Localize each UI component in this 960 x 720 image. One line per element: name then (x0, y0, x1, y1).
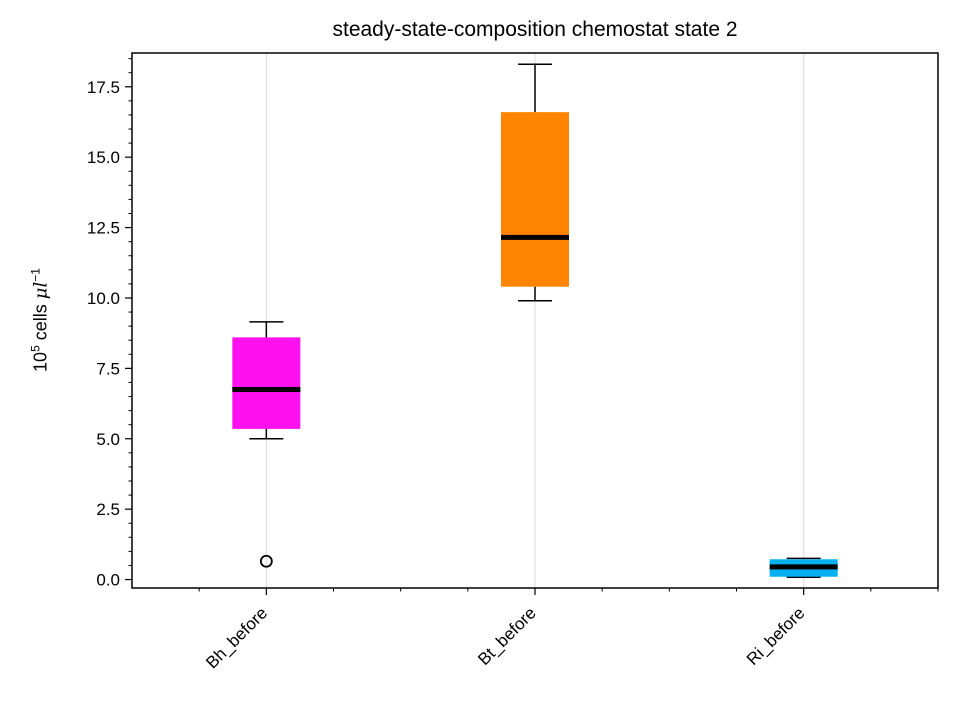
box-body (501, 112, 569, 287)
boxes (232, 63, 838, 579)
box-body (232, 337, 301, 429)
box-Ri_before (769, 557, 838, 579)
box-Bt_before (501, 63, 569, 302)
outlier-point (259, 554, 273, 568)
y-tick-label: 12.5 (87, 219, 120, 238)
y-tick-label: 15.0 (87, 148, 120, 167)
ylabel-unit-text: cells (30, 304, 51, 341)
ylabel-exponent: 5 (28, 345, 43, 352)
x-tick-label: Ri_before (743, 603, 809, 669)
chart-title: steady-state-composition chemostat state… (332, 18, 738, 41)
y-tick-label: 17.5 (87, 78, 120, 97)
y-tick-label: 5.0 (96, 430, 120, 449)
box-Bh_before (232, 321, 301, 568)
x-tick-label: Bt_before (474, 603, 540, 669)
ylabel-unit-symbol: μl (30, 281, 52, 300)
y-tick-label: 7.5 (96, 359, 120, 378)
y-tick-label: 0.0 (96, 571, 120, 590)
ylabel-unit-exponent: −1 (28, 268, 43, 282)
y-tick-label: 10.0 (87, 289, 120, 308)
x-tick-label: Bh_before (202, 603, 271, 672)
ylabel-base: 10 (30, 351, 51, 372)
y-tick-label: 2.5 (96, 500, 120, 519)
